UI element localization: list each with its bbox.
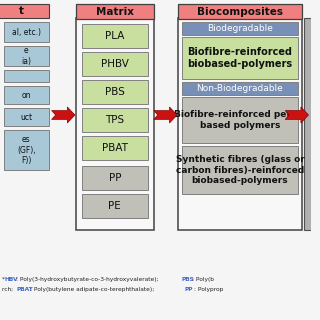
Text: Matrix: Matrix xyxy=(96,6,134,17)
Text: PP: PP xyxy=(185,287,193,292)
Text: rch;: rch; xyxy=(2,287,15,292)
Text: PHBV: PHBV xyxy=(101,59,129,69)
Text: : Poly(b: : Poly(b xyxy=(192,277,214,282)
Bar xyxy=(0,4,49,18)
Bar xyxy=(182,97,298,143)
Bar xyxy=(82,194,148,218)
Bar xyxy=(4,70,49,82)
Bar xyxy=(4,22,49,42)
Bar xyxy=(178,4,302,19)
Polygon shape xyxy=(154,107,177,123)
Text: es
(GF),
F)): es (GF), F)) xyxy=(17,135,36,165)
Bar xyxy=(82,24,148,48)
Text: al, etc.): al, etc.) xyxy=(12,28,41,36)
Text: PBS: PBS xyxy=(181,277,194,282)
Text: Biofibre-reinforced petro-
based polymers: Biofibre-reinforced petro- based polymer… xyxy=(174,110,305,130)
Bar xyxy=(4,108,49,126)
Text: PBAT: PBAT xyxy=(17,287,33,292)
Text: HBV: HBV xyxy=(5,277,18,282)
Text: : Polyprop: : Polyprop xyxy=(194,287,223,292)
Bar xyxy=(182,22,298,35)
Text: TPS: TPS xyxy=(105,115,124,125)
Polygon shape xyxy=(52,107,75,123)
Text: Biofibre-reinforced
biobased-polymers: Biofibre-reinforced biobased-polymers xyxy=(187,47,292,69)
Bar xyxy=(304,18,313,230)
Bar xyxy=(4,86,49,104)
Text: PLA: PLA xyxy=(105,31,124,41)
Text: PP: PP xyxy=(108,173,121,183)
Text: Synthetic fibres (glass or
carbon fibres)-reinforced
biobased-polymers: Synthetic fibres (glass or carbon fibres… xyxy=(175,155,304,185)
Bar xyxy=(4,46,49,66)
Bar xyxy=(82,136,148,160)
Bar xyxy=(82,108,148,132)
Text: Biocomposites: Biocomposites xyxy=(197,6,283,17)
Text: PBS: PBS xyxy=(105,87,125,97)
Bar xyxy=(82,80,148,104)
Bar xyxy=(76,4,154,19)
Text: PBAT: PBAT xyxy=(102,143,128,153)
Text: Biodegradable: Biodegradable xyxy=(207,24,273,33)
Text: PE: PE xyxy=(108,201,121,211)
Bar xyxy=(182,146,298,194)
Text: e
ia): e ia) xyxy=(21,46,31,66)
Polygon shape xyxy=(285,107,308,123)
Text: : Poly(3-hydroxybutyrate-co-3-hydroxyvalerate);: : Poly(3-hydroxybutyrate-co-3-hydroxyval… xyxy=(16,277,160,282)
Text: on: on xyxy=(21,91,31,100)
Text: Non-Biodegradable: Non-Biodegradable xyxy=(196,84,283,93)
Bar xyxy=(178,18,302,230)
Bar xyxy=(182,37,298,79)
Bar xyxy=(76,18,154,230)
Text: *: * xyxy=(2,277,5,282)
Text: t: t xyxy=(19,6,24,16)
Bar xyxy=(82,52,148,76)
Bar xyxy=(182,82,298,95)
Bar xyxy=(82,166,148,190)
Bar xyxy=(4,130,49,170)
Text: : Poly(butylene adipate-co-terephthalate);: : Poly(butylene adipate-co-terephthalate… xyxy=(30,287,156,292)
Text: uct: uct xyxy=(20,113,32,122)
